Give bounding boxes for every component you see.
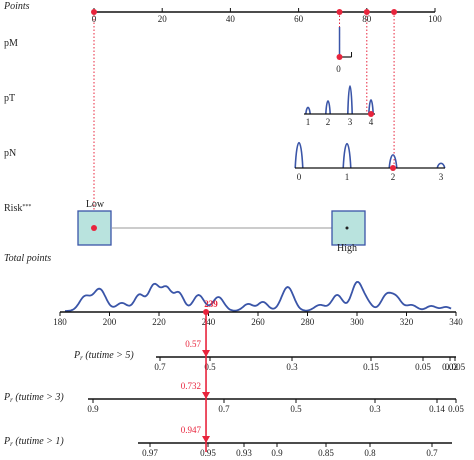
prob-tick-label: 0.7 — [426, 448, 438, 458]
prob-tick-label: 0.97 — [142, 448, 158, 458]
prob-tick-label: 0.02 — [442, 362, 458, 372]
prob-row-label-prefix: P — [73, 350, 80, 361]
prob-tick-label: 0.9 — [271, 448, 283, 458]
points-tick-label: 20 — [158, 14, 168, 24]
prob-arrow-1 — [202, 392, 211, 399]
pn-marker — [390, 165, 396, 171]
pn-tick-label: 1 — [345, 172, 350, 182]
points-marker-88 — [391, 9, 398, 15]
prob-tick-label: 0.7 — [154, 362, 166, 372]
points-marker-0 — [91, 9, 97, 15]
prob-tick-label: 0.7 — [218, 404, 230, 414]
risk-high-label: High — [337, 243, 357, 254]
pt-density-peak — [305, 106, 311, 115]
points-tick-label: 40 — [226, 14, 236, 24]
prob-row-label-sub: r — [10, 396, 13, 404]
pn-tick-label: 2 — [391, 172, 396, 182]
risk-box-low — [77, 210, 112, 246]
pt-density-peak — [325, 100, 331, 115]
pm-marker — [336, 54, 343, 60]
pt-tick-label: 2 — [326, 117, 331, 127]
prob-row-label: Pr (tutime > 1) — [3, 436, 64, 448]
pt-label: pT — [4, 93, 15, 104]
risk-label-text: Risk — [4, 203, 22, 214]
pt-density-peak — [347, 85, 353, 115]
prob-tick-label: 0.8 — [364, 448, 376, 458]
prob-tick-label: 0.15 — [363, 362, 379, 372]
prob-row-label: Pr (tutime > 3) — [3, 392, 64, 404]
total-points-tick-label: 320 — [400, 317, 414, 327]
pn-tick-label: 3 — [439, 172, 444, 182]
prob-tick-label: 0.3 — [369, 404, 381, 414]
prob-tick-label: 0.95 — [200, 448, 216, 458]
points-tick-label: 80 — [362, 14, 372, 24]
points-marker-72 — [336, 9, 343, 15]
points-marker-80 — [363, 9, 370, 15]
prob-row-label-main: (tutime > 5) — [83, 350, 135, 361]
prob-value-label: 0.732 — [181, 381, 201, 391]
prob-row-label-sub: r — [10, 440, 13, 448]
prob-row-label-main: (tutime > 3) — [13, 392, 65, 403]
total-points-tick-label: 300 — [350, 317, 364, 327]
prob-arrow-0 — [202, 350, 211, 357]
points-label: Points — [3, 1, 30, 12]
total-points-tick-label: 220 — [152, 317, 166, 327]
risk-label-sup: *** — [22, 204, 31, 210]
prob-row-label-main: (tutime > 1) — [13, 436, 65, 447]
pm-label: pM — [4, 38, 18, 49]
total-points-tick-label: 340 — [449, 317, 463, 327]
pn-tick-label: 0 — [297, 172, 302, 182]
total-points-density — [65, 280, 452, 312]
points-tick-label: 60 — [294, 14, 304, 24]
prob-tick-label: 0.5 — [290, 404, 302, 414]
pn-label: pN — [4, 148, 16, 159]
points-tick-label: 100 — [428, 14, 442, 24]
total-points-tick-label: 240 — [202, 317, 216, 327]
pn-density-peak — [294, 142, 304, 169]
prob-tick-label: 0.9 — [87, 404, 99, 414]
pt-tick-label: 4 — [369, 117, 374, 127]
pm-tick-label: 0 — [336, 64, 341, 74]
prob-value-label: 0.57 — [185, 339, 201, 349]
prob-tick-label: 0.005 — [445, 362, 466, 372]
risk-low-label: Low — [86, 199, 105, 210]
prob-tick-label: 0.85 — [318, 448, 334, 458]
prob-arrow-2 — [202, 436, 211, 443]
pn-density-peak — [436, 162, 446, 169]
prob-value-label: 0.947 — [181, 425, 202, 435]
total-points-tick-label: 200 — [103, 317, 117, 327]
prob-tick-label: 0.93 — [236, 448, 252, 458]
pt-marker — [368, 111, 374, 117]
points-tick-label: 0 — [92, 14, 97, 24]
risk-box-high-dot — [345, 226, 349, 230]
pt-tick-label: 3 — [348, 117, 353, 127]
risk-marker — [91, 225, 97, 231]
pt-tick-label: 1 — [306, 117, 311, 127]
risk-label: Risk*** — [4, 203, 31, 214]
prob-tick-label: 0.05 — [415, 362, 431, 372]
total-points-tick-label: 280 — [301, 317, 315, 327]
prob-tick-label: 0.05 — [448, 404, 464, 414]
prob-tick-label: 0.14 — [429, 404, 445, 414]
pn-density-peak — [388, 154, 398, 169]
total-points-tick-label: 180 — [53, 317, 67, 327]
prob-row-label: Pr (tutime > 5) — [73, 350, 134, 362]
total-points-label: Total points — [4, 253, 51, 264]
pn-density-peak — [342, 143, 352, 169]
prob-row-label-sub: r — [80, 354, 83, 362]
pt-density-peak — [368, 99, 374, 115]
prob-tick-label: 0.3 — [286, 362, 298, 372]
prob-row-label-prefix: P — [3, 436, 10, 447]
prob-row-label-prefix: P — [3, 392, 10, 403]
total-points-tick-label: 260 — [251, 317, 265, 327]
prob-tick-label: 0.5 — [204, 362, 216, 372]
total-points-value-label: 239 — [204, 299, 218, 309]
